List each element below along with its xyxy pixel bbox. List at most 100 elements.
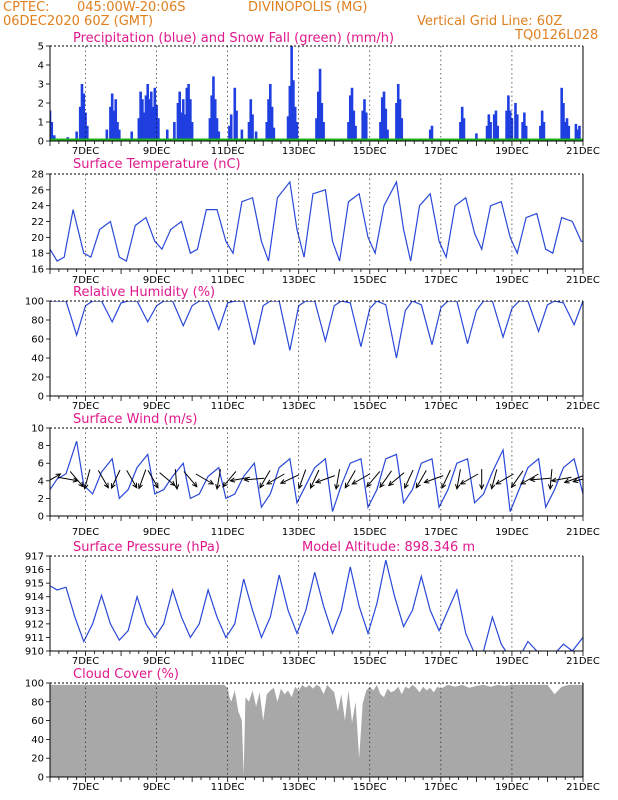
precip-bar — [52, 135, 56, 141]
precip-bar — [233, 87, 237, 141]
wind-vector-head — [455, 483, 461, 491]
precip-bar — [187, 84, 190, 141]
y-tick-label: 16 — [31, 265, 44, 276]
y-tick-label: 60 — [31, 716, 44, 727]
y-tick-label: 28 — [31, 170, 44, 181]
wind-vector-head — [259, 482, 265, 489]
x-tick-label: 21DEC — [566, 146, 600, 157]
precip-bar — [210, 95, 213, 141]
y-tick-label: 4 — [38, 476, 44, 487]
precip-bar — [235, 110, 238, 141]
temperature-data — [50, 180, 583, 262]
wind-vector — [379, 470, 392, 488]
wind-vector-head — [495, 479, 502, 485]
pressure-data — [50, 559, 583, 651]
precip-bar — [269, 84, 272, 141]
x-tick-label: 21DEC — [566, 782, 600, 793]
y-tick-label: 914 — [25, 592, 44, 603]
y-tick-label: 20 — [31, 373, 44, 384]
wind-panel: 0 2 4 6 8 10 7DEC 9DEC 11DEC 13DEC 15DEC 17DEC 19DEC… — [31, 412, 600, 538]
pressure-panel: 910 911 912 913 914 915 916 917 7DEC 9DEC 11DEC 13D… — [25, 540, 600, 667]
precip-bar — [240, 129, 244, 141]
pressure-line — [50, 559, 583, 651]
precip-bar — [249, 99, 253, 141]
precip-bar — [567, 125, 571, 141]
x-tick-label: 7DEC — [72, 782, 99, 793]
cloud-panel: 0 20 40 60 80 100 7DEC 9DEC 11DEC 13DEC 15DEC 17DEC… — [25, 667, 600, 793]
wind-vector — [573, 478, 583, 483]
precip-bar — [270, 106, 274, 141]
x-tick-label: 21DEC — [566, 527, 600, 538]
wind-vector — [520, 473, 539, 485]
wind-vector — [564, 475, 583, 483]
precip-bar — [178, 91, 181, 141]
precip-bar — [489, 122, 492, 141]
precip-bar — [540, 110, 544, 141]
wind-vector — [441, 469, 451, 489]
precip-bar — [398, 99, 402, 141]
precip-bar — [322, 122, 325, 141]
x-tick-label: 15DEC — [353, 146, 387, 157]
precip-bar — [265, 122, 269, 141]
humidity-title: Relative Humidity (%) — [73, 285, 215, 300]
precip-bar — [523, 112, 526, 141]
x-tick-label: 13DEC — [282, 275, 316, 286]
precip-bar — [315, 118, 318, 141]
x-tick-label: 7DEC — [72, 401, 99, 412]
x-tick-label: 9DEC — [143, 401, 170, 412]
precip-bar — [350, 87, 354, 141]
wind-vector-head — [309, 483, 315, 490]
precip-bar — [142, 112, 146, 141]
x-tick-label: 13DEC — [282, 527, 316, 538]
x-tick-label: 9DEC — [143, 146, 170, 157]
wind-vector — [366, 471, 381, 488]
precip-bar — [130, 131, 134, 141]
wind-vector — [111, 469, 121, 489]
x-tick-label: 15DEC — [353, 275, 387, 286]
y-tick-label: 912 — [25, 619, 44, 630]
wind-vector-head — [510, 482, 517, 489]
y-tick-label: 1 — [38, 118, 44, 129]
wind-vector-head — [547, 484, 554, 491]
precip-bar — [190, 122, 194, 141]
header-coords: 045:00W-20:06S — [77, 0, 186, 15]
wind-vector — [491, 469, 498, 489]
pressure-annotation: Model Altitude: 898.346 m — [302, 540, 475, 555]
x-tick-label: 15DEC — [353, 782, 387, 793]
wind-vector — [84, 469, 91, 489]
wind-vector-head — [215, 483, 221, 491]
y-tick-label: 917 — [25, 552, 44, 563]
wind-vector — [174, 469, 178, 490]
wind-vector-head — [110, 483, 116, 490]
x-tick-label: 13DEC — [282, 401, 316, 412]
precip-bar — [137, 118, 141, 141]
precip-bar — [146, 84, 150, 141]
wind-vector — [183, 471, 198, 488]
wind-vector — [244, 477, 265, 481]
precip-bar — [539, 125, 542, 141]
precip-bar — [521, 122, 524, 141]
y-tick-label: 2 — [38, 99, 44, 110]
wind-vector-head — [519, 479, 527, 485]
precip-bar — [272, 127, 276, 141]
precip-bar — [510, 118, 514, 141]
wind-vector-head — [404, 483, 409, 490]
precip-bar — [507, 95, 510, 141]
x-tick-label: 19DEC — [495, 782, 529, 793]
wind-vector — [126, 470, 138, 488]
header-source: CPTEC: — [3, 0, 50, 15]
wind-vector-head — [208, 479, 215, 485]
humidity-data — [50, 301, 583, 359]
wind-vector — [424, 475, 444, 483]
humidity-line — [50, 301, 583, 359]
precip-bar — [173, 122, 176, 141]
x-tick-label: 13DEC — [282, 656, 316, 667]
precip-bar — [347, 122, 350, 141]
wind-vector-head — [229, 477, 236, 483]
precip-bar — [181, 99, 185, 141]
y-tick-label: 4 — [38, 61, 44, 72]
precip-bar — [293, 106, 297, 141]
precip-bar — [508, 110, 512, 141]
precip-bar — [430, 125, 434, 141]
precip-bar — [462, 118, 466, 141]
